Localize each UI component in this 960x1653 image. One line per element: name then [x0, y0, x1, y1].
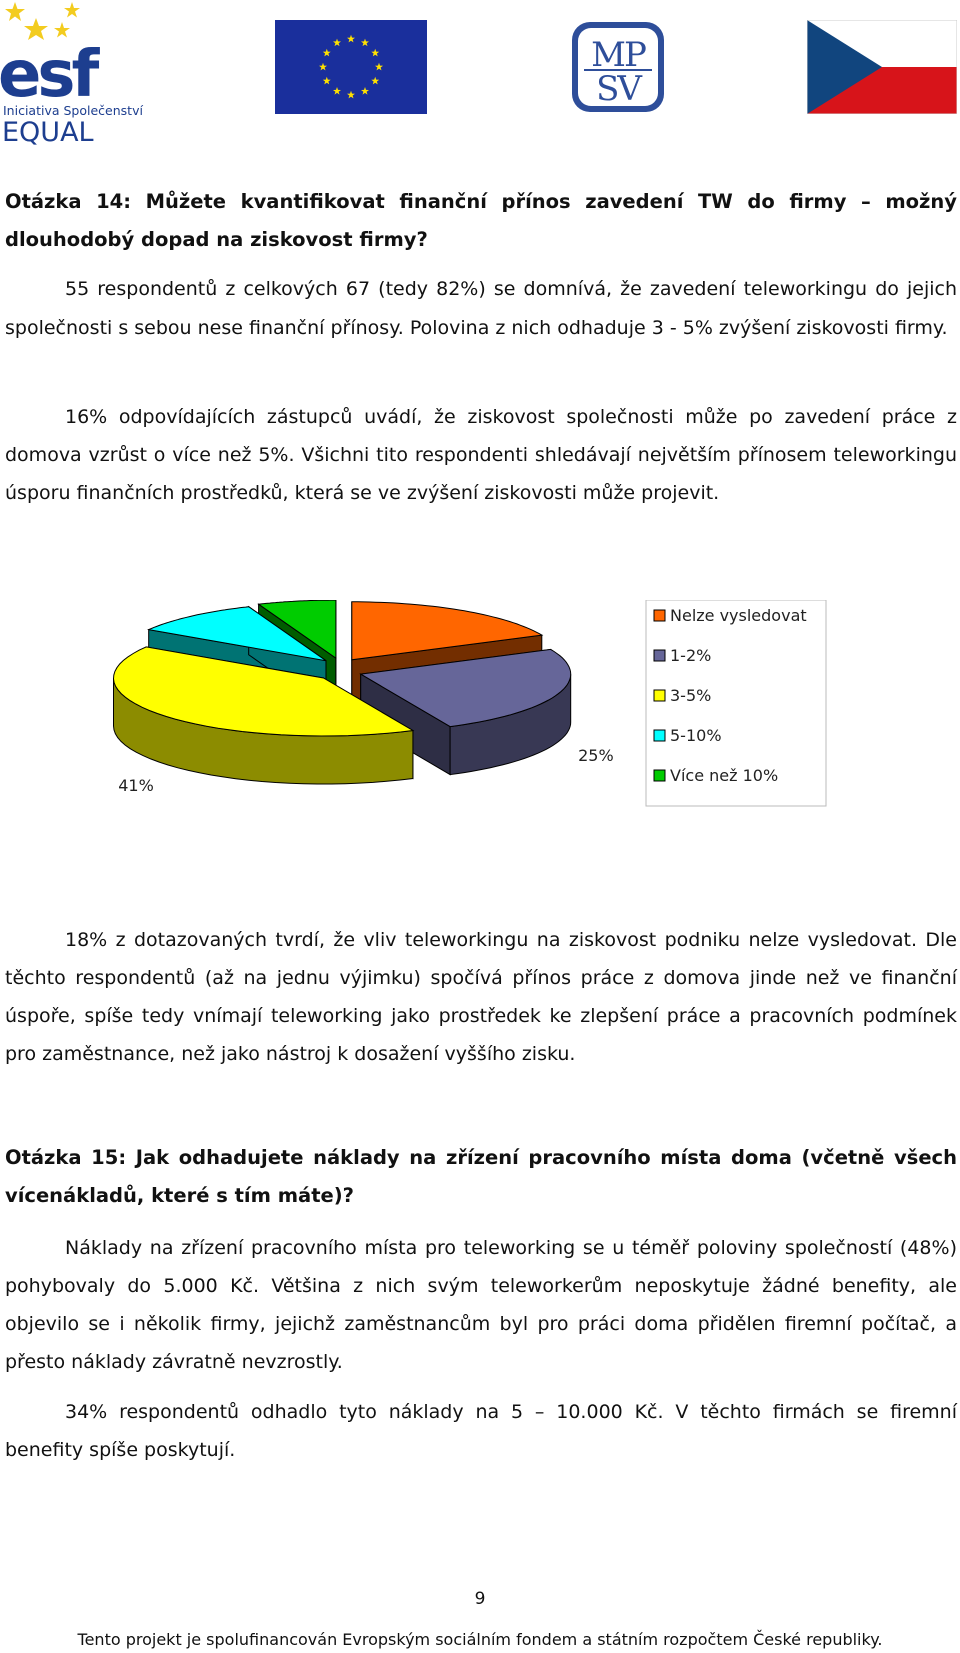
eu-star — [319, 62, 327, 71]
pie-slice-v-ce-ne-10- — [257, 600, 337, 660]
question-14-heading: Otázka 14: Můžete kvantifikovat finanční… — [5, 190, 957, 251]
eu-star — [347, 90, 355, 99]
eu-star — [322, 48, 331, 57]
legend-box — [645, 600, 827, 807]
chart-legend: Nelze vysledovat 1-2% 3-5% 5-10% Více než 10… — [645, 600, 827, 807]
question-14-paragraph-3: 18% z dotazovaných tvrdí, že vliv telewo… — [5, 929, 957, 1065]
legend-swatch — [653, 609, 666, 622]
pie-slice-3-5- — [112, 646, 415, 737]
eu-star — [333, 38, 341, 47]
eu-star — [371, 76, 380, 85]
eu-star — [333, 87, 341, 95]
eu-flag-stars — [319, 34, 383, 99]
pie-slices — [112, 600, 572, 737]
esf-subtitle: Iniciativa Společenství — [3, 103, 143, 118]
pie-data-label: 25% — [578, 746, 614, 765]
legend-label: 5-10% — [670, 726, 722, 745]
eu-star — [347, 34, 355, 43]
esf-equal-logo: esf Iniciativa Společenství EQUAL — [0, 2, 143, 145]
eu-star — [322, 76, 331, 85]
eu-star — [375, 62, 383, 71]
question-15-paragraph-1: Náklady na zřízení pracovního místa pro … — [5, 1237, 957, 1373]
eu-star — [361, 38, 369, 47]
esf-mark: esf — [0, 38, 101, 112]
legend-swatch — [653, 769, 666, 782]
legend-label: 1-2% — [670, 646, 711, 665]
legend-swatch — [653, 649, 666, 662]
pie-slice-5-10- — [146, 606, 327, 662]
czech-flag — [807, 20, 957, 114]
pie-slice-nelze-vysledovat — [351, 601, 544, 661]
mpsv-logo: MP SV — [572, 22, 664, 112]
equal-text: EQUAL — [2, 117, 94, 145]
mpsv-line2: SV — [596, 69, 643, 109]
pie-data-label: 41% — [118, 776, 154, 795]
eu-star — [361, 87, 369, 95]
legend-label: Nelze vysledovat — [670, 606, 807, 625]
legend-label: Více než 10% — [670, 766, 778, 785]
question-14-paragraph-2: 16% odpovídajících zástupců uvádí, že zi… — [5, 406, 957, 504]
question-14-paragraph-1: 55 respondentů z celkových 67 (tedy 82%)… — [5, 278, 957, 339]
page-number: 9 — [474, 1589, 486, 1609]
pie-data-labels: 18%25%41%10%6% — [118, 600, 613, 795]
legend-swatch — [653, 729, 666, 742]
eu-star — [371, 48, 380, 57]
legend-label: 3-5% — [670, 686, 711, 705]
question-15-paragraph-2: 34% respondentů odhadlo tyto náklady na … — [5, 1401, 957, 1461]
eu-flag-background — [275, 20, 427, 114]
pie-data-label: 10% — [149, 600, 185, 603]
esf-stars — [5, 2, 80, 40]
eu-flag — [275, 20, 427, 114]
legend-swatch — [653, 689, 666, 702]
footer-note: Tento projekt je spolufinancován Evropsk… — [77, 1630, 883, 1649]
mpsv-line1: MP — [591, 35, 646, 75]
question-15-heading: Otázka 15: Jak odhadujete náklady na zří… — [5, 1146, 957, 1207]
pie-slice-1-2- — [359, 648, 572, 728]
profit-impact-pie-chart: 18%25%41%10%6% Nelze vysledovat1-2%3-5%5… — [112, 600, 827, 807]
